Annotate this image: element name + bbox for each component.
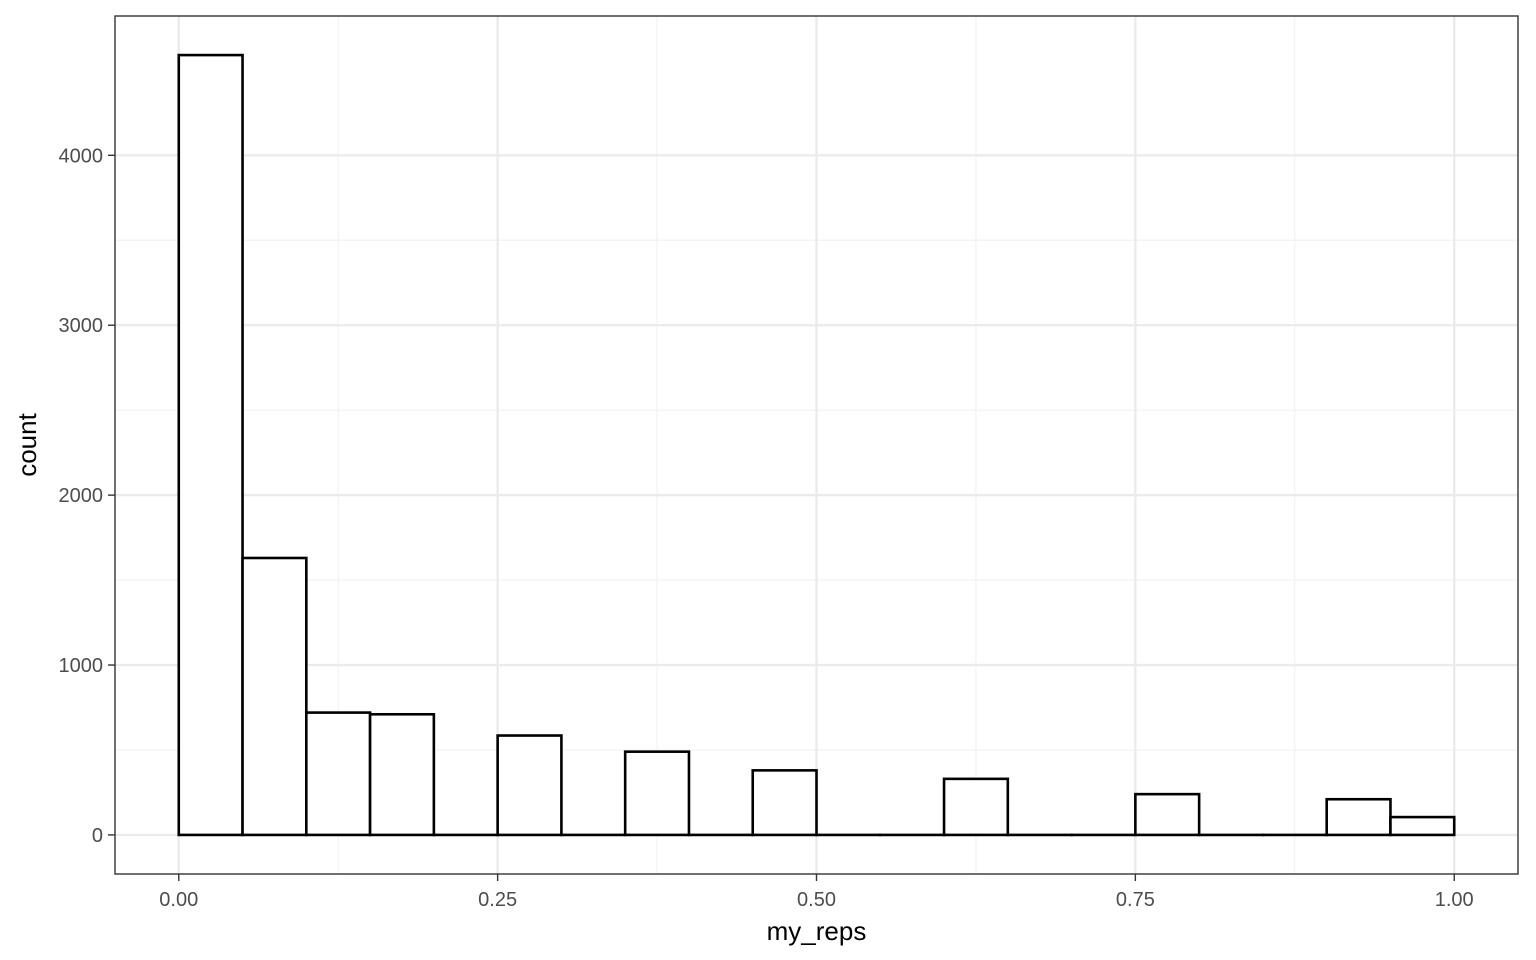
histogram-bar (241, 556, 308, 837)
x-tick-label: 1.00 (1435, 889, 1474, 911)
y-tick-label: 2000 (59, 485, 104, 507)
histogram-bar (623, 750, 691, 837)
y-tick-label: 1000 (59, 655, 104, 677)
x-tick-label: 0.00 (159, 889, 198, 911)
x-axis-ticks: 0.00 0.25 0.50 0.75 1.00 (159, 874, 1474, 911)
histogram-bar (1134, 792, 1201, 837)
histogram-bar (305, 711, 372, 837)
x-tick-label: 0.25 (478, 889, 517, 911)
y-axis-ticks: 0 1000 2000 3000 4000 (59, 145, 115, 847)
histogram-bar (496, 734, 563, 837)
x-tick-label: 0.75 (1116, 889, 1155, 911)
y-axis-title: count (12, 412, 42, 476)
histogram-bar (751, 769, 818, 837)
histogram-bars (177, 53, 1456, 837)
y-tick-label: 0 (92, 825, 103, 847)
x-axis-title: my_reps (767, 916, 867, 946)
histogram-bar (368, 712, 436, 837)
x-tick-label: 0.50 (797, 889, 836, 911)
histogram-bar (1389, 815, 1456, 837)
y-tick-label: 4000 (59, 145, 104, 167)
histogram-bar (1325, 797, 1392, 837)
histogram-bar (942, 777, 1010, 837)
histogram-bar (177, 53, 244, 837)
y-tick-label: 3000 (59, 315, 104, 337)
